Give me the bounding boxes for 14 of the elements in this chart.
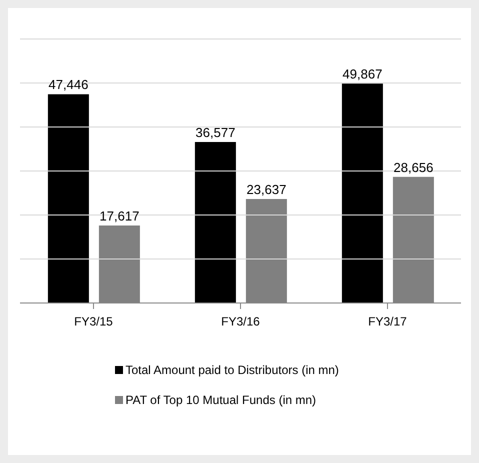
bar bbox=[194, 142, 236, 303]
x-tick-label: FY3/15 bbox=[74, 314, 114, 329]
bar bbox=[342, 84, 383, 303]
legend-label: Total Amount paid to Distributors (in mn) bbox=[126, 363, 339, 377]
x-tick-label: FY3/17 bbox=[368, 314, 408, 329]
legend-label: PAT of Top 10 Mutual Funds (in mn) bbox=[126, 393, 316, 407]
data-label: 23,637 bbox=[246, 182, 286, 197]
data-label: 49,867 bbox=[342, 66, 382, 82]
data-label: 47,446 bbox=[48, 77, 88, 92]
data-label: 36,577 bbox=[196, 125, 236, 140]
x-tick-label: FY3/16 bbox=[221, 314, 260, 329]
data-label: 28,656 bbox=[394, 160, 434, 175]
bar bbox=[48, 94, 89, 303]
data-label: 17,617 bbox=[100, 208, 140, 224]
